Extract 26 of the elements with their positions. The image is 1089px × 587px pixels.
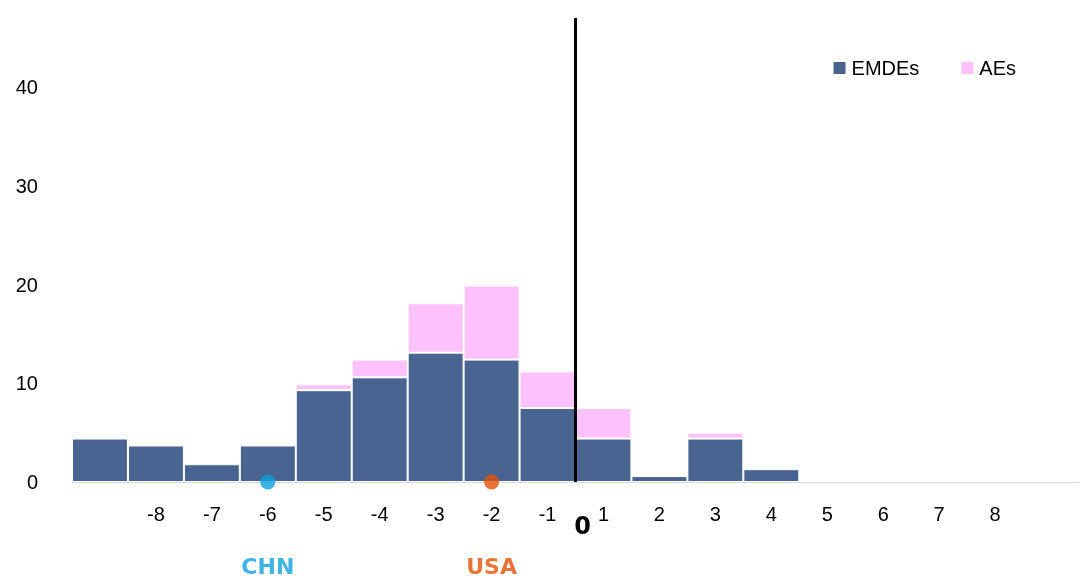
x-tick-label: -2: [482, 503, 501, 525]
x-tick-label: -3: [426, 503, 445, 525]
x-tick-label: -5: [314, 503, 333, 525]
y-tick-label: 0: [26, 471, 38, 493]
y-tick-label: 30: [15, 174, 38, 197]
text: USA: [466, 554, 517, 579]
y-tick-label: 20: [15, 273, 38, 296]
legend-label: AEs: [979, 57, 1017, 79]
x-tick-label: -4: [370, 503, 389, 525]
x-tick-label: 4: [765, 503, 777, 525]
x-tick-label: 8: [989, 503, 1001, 525]
x-tick-label: -6: [258, 503, 277, 525]
x-tick-label: 1: [597, 503, 610, 525]
x-tick-label: 7: [933, 503, 945, 525]
legend-label: EMDEs: [851, 57, 920, 79]
x-tick-label: 5: [821, 503, 833, 525]
x-tick-label: 3: [709, 503, 721, 525]
text: CHN: [241, 554, 295, 579]
x-tick-label: -1: [538, 503, 557, 525]
x-tick-label: -8: [147, 503, 165, 525]
x-tick-label: 6: [877, 503, 889, 525]
x-tick-label: 2: [653, 503, 665, 525]
text: 0: [574, 512, 591, 540]
y-tick-label: 40: [15, 76, 38, 99]
x-tick-label: -7: [202, 503, 221, 525]
y-tick-label: 10: [15, 372, 38, 395]
